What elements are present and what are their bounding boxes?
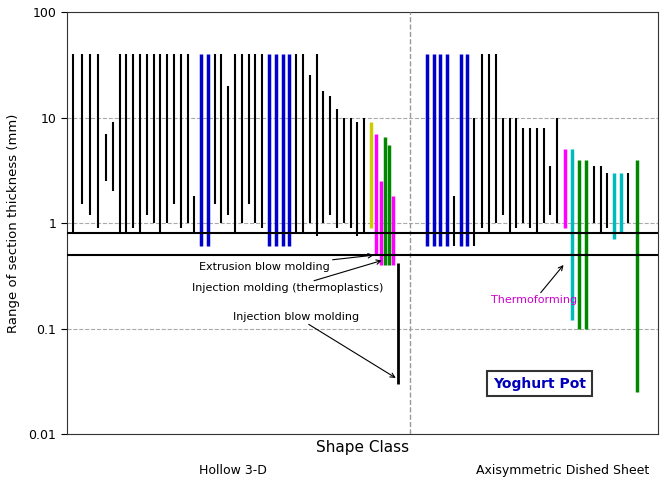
Y-axis label: Range of section thickness (mm): Range of section thickness (mm) (7, 113, 20, 333)
Text: Injection blow molding: Injection blow molding (233, 312, 395, 377)
Text: Axisymmetric Dished Sheet: Axisymmetric Dished Sheet (476, 464, 649, 477)
Text: Thermoforming: Thermoforming (491, 266, 577, 305)
Text: Yoghurt Pot: Yoghurt Pot (493, 376, 586, 391)
Text: Extrusion blow molding: Extrusion blow molding (199, 253, 373, 273)
Text: Hollow 3-D: Hollow 3-D (199, 464, 267, 477)
Text: Injection molding (thermoplastics): Injection molding (thermoplastics) (192, 260, 383, 293)
X-axis label: Shape Class: Shape Class (315, 440, 409, 455)
